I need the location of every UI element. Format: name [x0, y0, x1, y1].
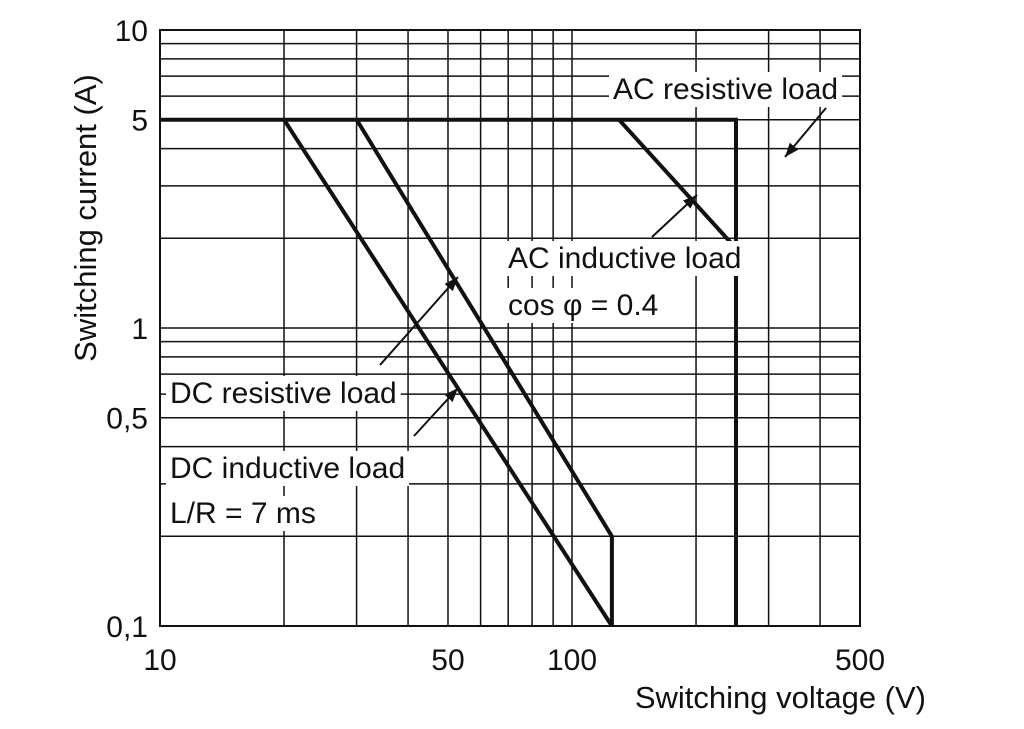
- y-axis-title: Switching current (A): [68, 74, 103, 362]
- annotation-background: [504, 288, 663, 323]
- annotation-l-over-r: L/R = 7 ms: [170, 497, 316, 530]
- dc-inductive-load-curve: [282, 118, 614, 628]
- annotation-background: [166, 496, 320, 531]
- dc-inductive-arrow: [413, 387, 459, 437]
- ac-inductive-load-curve: [617, 118, 738, 250]
- curves: [160, 117, 738, 628]
- y-tick-label: 0,1: [106, 611, 148, 644]
- annotation-background: [504, 241, 746, 276]
- x-tick-label: 10: [143, 644, 176, 677]
- ac-inductive-arrow: [651, 194, 698, 238]
- y-tick-label: 1: [131, 313, 148, 346]
- ac-resistive-load-curve: [160, 117, 738, 626]
- x-tick-label: 100: [547, 644, 597, 677]
- y-tick-label: 5: [131, 105, 148, 138]
- annotations: AC resistive load AC inductive load cos φ …: [166, 72, 843, 531]
- annotation-background: [166, 376, 401, 411]
- x-tick-label: 500: [835, 644, 885, 677]
- annotation-ac-inductive-load: AC inductive load: [508, 242, 741, 275]
- x-tick-label: 50: [431, 644, 464, 677]
- annotation-cos-phi: cos φ = 0.4: [508, 289, 658, 322]
- y-tick-label: 0,5: [106, 403, 148, 436]
- dc-resistive-load-curve: [354, 118, 614, 626]
- ac-resistive-arrow: [784, 107, 827, 158]
- annotation-arrows: [379, 107, 827, 437]
- annotation-dc-inductive-load: DC inductive load: [170, 452, 405, 485]
- y-tick-label: 10: [115, 15, 148, 48]
- plot-frame: [159, 29, 861, 627]
- dc-resistive-arrow: [379, 276, 459, 366]
- x-axis-title: Switching voltage (V): [635, 680, 926, 715]
- annotation-background: [166, 451, 410, 486]
- tick-labels: 10 50 100 500 0,1 0,5 1 5 10: [106, 15, 885, 677]
- annotation-dc-resistive-load: DC resistive load: [170, 377, 397, 410]
- annotation-ac-resistive-load: AC resistive load: [613, 73, 838, 106]
- annotation-background: [609, 72, 843, 107]
